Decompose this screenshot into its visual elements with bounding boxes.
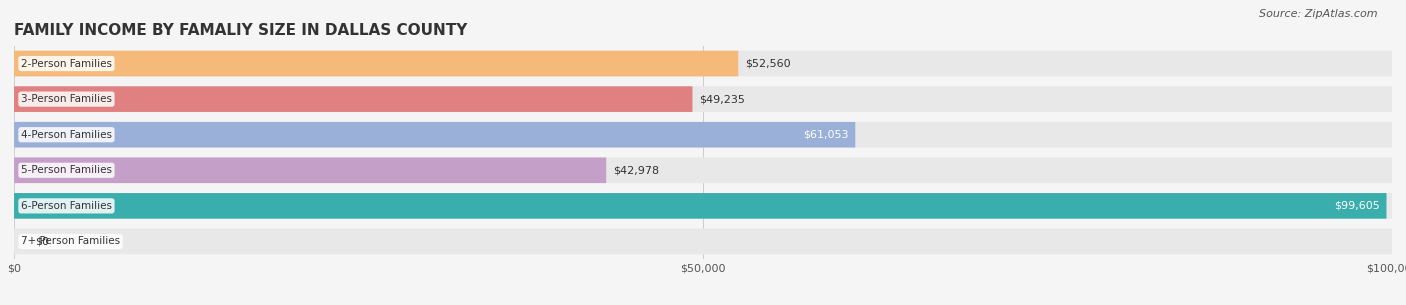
FancyBboxPatch shape <box>14 229 1392 254</box>
FancyBboxPatch shape <box>14 193 1392 219</box>
FancyBboxPatch shape <box>14 157 1392 183</box>
Text: 4-Person Families: 4-Person Families <box>21 130 112 140</box>
Text: $99,605: $99,605 <box>1334 201 1379 211</box>
Text: 2-Person Families: 2-Person Families <box>21 59 112 69</box>
Text: Source: ZipAtlas.com: Source: ZipAtlas.com <box>1260 9 1378 19</box>
FancyBboxPatch shape <box>14 122 1392 148</box>
Text: 3-Person Families: 3-Person Families <box>21 94 112 104</box>
FancyBboxPatch shape <box>14 51 738 76</box>
FancyBboxPatch shape <box>14 86 693 112</box>
FancyBboxPatch shape <box>14 122 855 148</box>
FancyBboxPatch shape <box>14 157 606 183</box>
Text: 7+ Person Families: 7+ Person Families <box>21 236 120 246</box>
Text: $49,235: $49,235 <box>699 94 745 104</box>
Text: $52,560: $52,560 <box>745 59 790 69</box>
Text: FAMILY INCOME BY FAMALIY SIZE IN DALLAS COUNTY: FAMILY INCOME BY FAMALIY SIZE IN DALLAS … <box>14 23 467 38</box>
Text: $0: $0 <box>35 236 49 246</box>
Text: $61,053: $61,053 <box>803 130 848 140</box>
Text: 5-Person Families: 5-Person Families <box>21 165 112 175</box>
Text: $42,978: $42,978 <box>613 165 659 175</box>
FancyBboxPatch shape <box>14 193 1386 219</box>
Text: 6-Person Families: 6-Person Families <box>21 201 112 211</box>
FancyBboxPatch shape <box>14 51 1392 76</box>
FancyBboxPatch shape <box>14 86 1392 112</box>
